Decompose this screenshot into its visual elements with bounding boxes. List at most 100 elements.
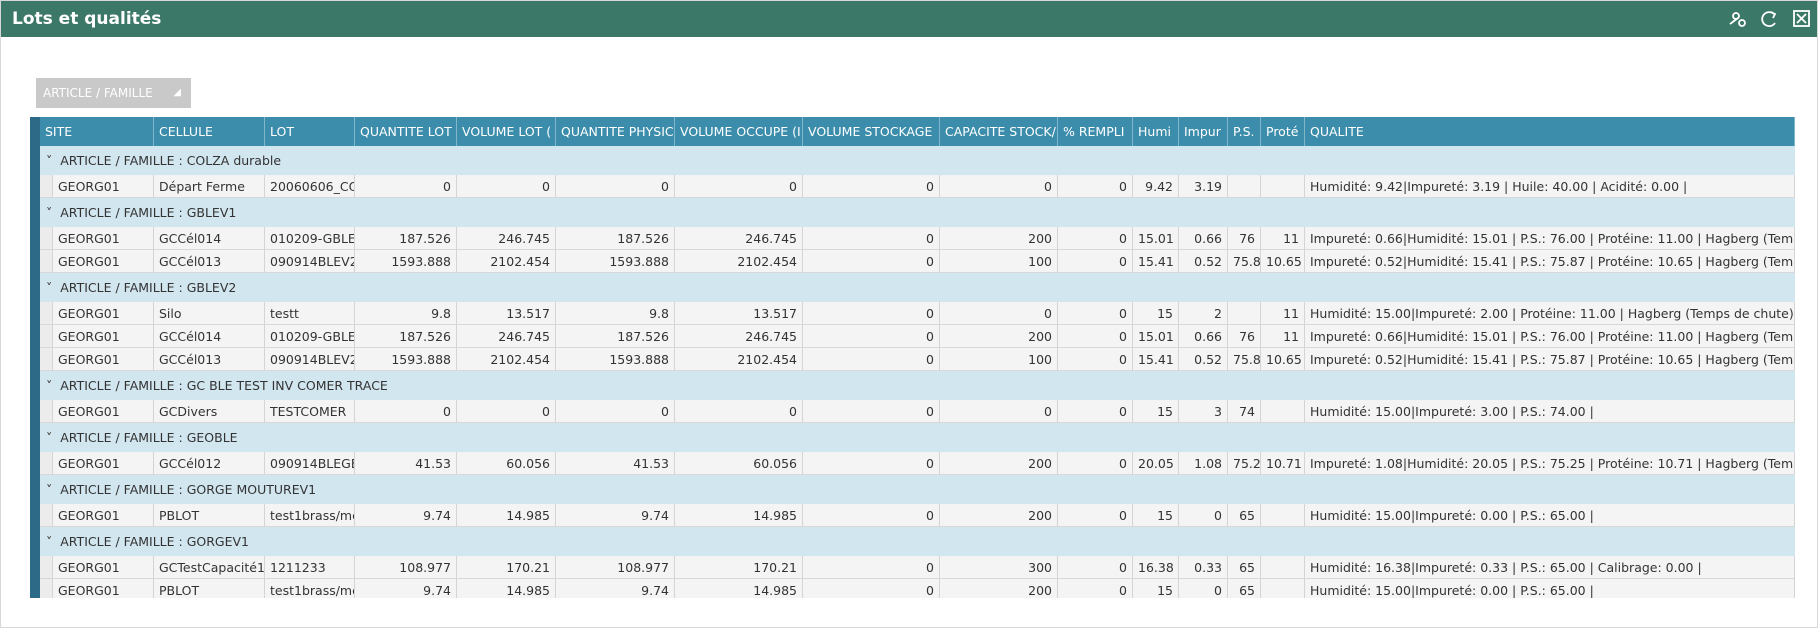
data-row[interactable]: GEORG01 Silo testt 9.8 13.517 9.8 13.517 0 0 0 15 2… [30, 302, 1795, 325]
cell: Départ Ferme [154, 175, 265, 198]
cell: 76 [1228, 325, 1261, 348]
group-chip[interactable]: ARTICLE / FAMILLE ◢ [36, 78, 191, 108]
cell: 74 [1228, 400, 1261, 423]
cell: 010209-GBLEV [265, 325, 355, 348]
cell: Humidité: 15.00|Impureté: 0.00 | P.S.: 6… [1305, 504, 1795, 527]
column-header[interactable]: VOLUME OCCUPE (I [675, 117, 803, 146]
column-header[interactable]: CAPACITE STOCK/ [940, 117, 1058, 146]
cell: GEORG01 [53, 348, 154, 371]
group-row[interactable]: ˅ ARTICLE / FAMILLE : GORGE MOUTUREV1 [30, 475, 1795, 504]
group-row[interactable]: ˅ ARTICLE / FAMILLE : COLZA durable [30, 146, 1795, 175]
cell: Impureté: 1.08|Humidité: 20.05 | P.S.: 7… [1305, 452, 1795, 475]
cell: 2102.454 [675, 250, 803, 273]
cell: 9.74 [556, 504, 675, 527]
data-row[interactable]: GEORG01 GCCél014 010209-GBLEV 187.526 246.74… [30, 227, 1795, 250]
cell: 41.53 [355, 452, 457, 475]
row-indicator [30, 400, 40, 423]
cell: 0 [803, 302, 940, 325]
column-header[interactable]: QUALITE [1305, 117, 1795, 146]
data-row[interactable]: GEORG01 GCDivers TESTCOMER 0 0 0 0 0 0 0 15 3 74 Humi… [30, 400, 1795, 423]
cell [1261, 504, 1305, 527]
maximize-button[interactable] [1793, 10, 1810, 27]
collapse-icon[interactable]: ˅ [46, 280, 53, 295]
row-indent [40, 556, 53, 579]
data-row[interactable]: GEORG01 GCCél012 090914BLEGE(41.53 60.056 41… [30, 452, 1795, 475]
column-header[interactable]: CELLULE [154, 117, 265, 146]
cell: 1593.888 [355, 250, 457, 273]
cell: 0 [457, 400, 556, 423]
cell: GEORG01 [53, 175, 154, 198]
cell: GEORG01 [53, 556, 154, 579]
refresh-button[interactable] [1761, 11, 1777, 27]
cell: Impureté: 0.52|Humidité: 15.41 | P.S.: 7… [1305, 348, 1795, 371]
collapse-icon[interactable]: ˅ [46, 378, 53, 393]
data-row[interactable]: GEORG01 GCCél014 010209-GBLEV 187.526 246.74… [30, 325, 1795, 348]
collapse-icon[interactable]: ˅ [46, 534, 53, 549]
cell [1261, 579, 1305, 598]
cell: 090914BLEV2C [265, 348, 355, 371]
settings-button[interactable] [1729, 12, 1746, 27]
cell: 1.08 [1179, 452, 1228, 475]
collapse-icon[interactable]: ˅ [46, 482, 53, 497]
cell: 15 [1133, 579, 1179, 598]
cell: Humidité: 16.38|Impureté: 0.33 | P.S.: 6… [1305, 556, 1795, 579]
cell: 11 [1261, 302, 1305, 325]
column-header[interactable]: SITE [40, 117, 154, 146]
cell: 200 [940, 504, 1058, 527]
column-header[interactable]: Impur [1179, 117, 1228, 146]
cell: 0 [1179, 579, 1228, 598]
collapse-icon[interactable]: ˅ [46, 205, 53, 220]
cell: 0 [556, 175, 675, 198]
column-header[interactable]: QUANTITE LOT [355, 117, 457, 146]
cell: 0 [803, 348, 940, 371]
data-row[interactable]: GEORG01GCCél013090914BLEV2C1593.8882102.… [30, 348, 1795, 371]
column-header[interactable]: LOT [265, 117, 355, 146]
column-header[interactable]: % REMPLI [1058, 117, 1133, 146]
cell: Humidité: 15.00|Impureté: 3.00 | P.S.: 7… [1305, 400, 1795, 423]
data-row[interactable]: GEORG01GCCél013090914BLEV2C1593.8882102.… [30, 250, 1795, 273]
cell: test1brass/mc [265, 579, 355, 598]
cell: Impureté: 0.52|Humidité: 15.41 | P.S.: 7… [1305, 250, 1795, 273]
cell: 0 [1058, 400, 1133, 423]
cell: 0 [457, 175, 556, 198]
cell: 41.53 [556, 452, 675, 475]
sort-icon: ◢ [173, 87, 181, 98]
column-header[interactable]: VOLUME STOCKAGE [803, 117, 940, 146]
group-row[interactable]: ˅ ARTICLE / FAMILLE : GC BLE TEST INV COM… [30, 371, 1795, 400]
cell: GCCél013 [154, 250, 265, 273]
cell: 0 [1058, 579, 1133, 598]
data-row[interactable]: GEORG01 GCTestCapacité1 1211233 108.977 170.… [30, 556, 1795, 579]
cell: 2 [1179, 302, 1228, 325]
cell: GCCél012 [154, 452, 265, 475]
row-indent [40, 325, 53, 348]
group-row[interactable]: ˅ ARTICLE / FAMILLE : GEOBLE [30, 423, 1795, 452]
column-header[interactable]: P.S. [1228, 117, 1261, 146]
toolbar-icons [1729, 10, 1810, 27]
cell: PBLOT [154, 504, 265, 527]
column-header[interactable]: VOLUME LOT ( [457, 117, 556, 146]
group-row[interactable]: ˅ ARTICLE / FAMILLE : GBLEV2 [30, 273, 1795, 302]
data-row[interactable]: GEORG01 PBLOT test1brass/mc 9.74 14.985 9.74 1… [30, 579, 1795, 598]
cell: 15 [1133, 400, 1179, 423]
collapse-icon[interactable]: ˅ [46, 153, 53, 168]
cell: 0 [803, 400, 940, 423]
data-row[interactable]: GEORG01 PBLOT test1brass/mc 9.74 14.985 9.74 1… [30, 504, 1795, 527]
collapse-icon[interactable]: ˅ [46, 430, 53, 445]
column-header[interactable]: QUANTITE PHYSIC [556, 117, 675, 146]
cell: 0 [803, 556, 940, 579]
cell: PBLOT [154, 579, 265, 598]
cell: GEORG01 [53, 504, 154, 527]
cell: 75.87 [1228, 348, 1261, 371]
group-row[interactable]: ˅ ARTICLE / FAMILLE : GORGEV1 [30, 527, 1795, 556]
cell [1261, 175, 1305, 198]
row-indent [40, 302, 53, 325]
cell: 0 [1179, 504, 1228, 527]
column-header[interactable]: Proté [1261, 117, 1305, 146]
cell: Humidité: 15.00|Impureté: 0.00 | P.S.: 6… [1305, 579, 1795, 598]
row-indicator [30, 556, 40, 579]
column-header[interactable]: Humi [1133, 117, 1179, 146]
group-text: ARTICLE / FAMILLE : GORGEV1 [60, 534, 249, 549]
cell: 187.526 [355, 325, 457, 348]
group-row[interactable]: ˅ ARTICLE / FAMILLE : GBLEV1 [30, 198, 1795, 227]
